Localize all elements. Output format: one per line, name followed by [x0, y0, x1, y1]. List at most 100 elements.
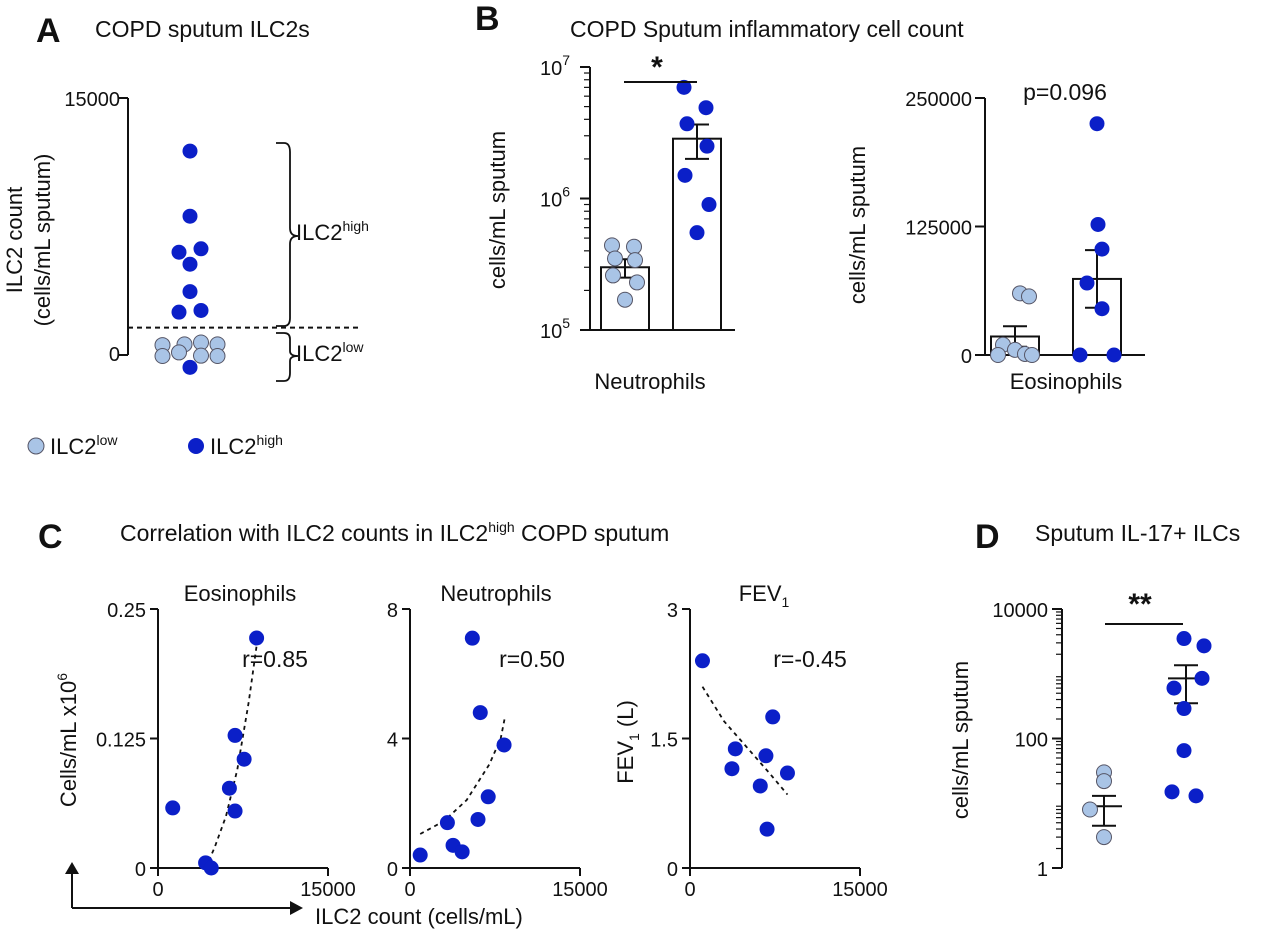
panel-b1-point [627, 252, 643, 269]
panel-d-point [1096, 829, 1112, 846]
panel-d-point [1196, 638, 1212, 654]
panel-b1-ytick-label: 106 [540, 184, 570, 212]
panel-b1-point [677, 167, 693, 183]
panel-c2-point [496, 737, 512, 753]
panel-c3-point [765, 709, 781, 725]
panel-c1-ytick-label: 0.125 [96, 730, 146, 752]
panel-b2-point [1072, 347, 1088, 363]
panel-c3-plot: 3 1.5 00 15000 r=-0.45 [650, 600, 888, 901]
panel-d-point [1194, 670, 1210, 686]
panel-c2-point [472, 705, 488, 721]
panel-d-point [1176, 631, 1192, 647]
panel-d-plot: 10000 100 1 [992, 600, 1212, 881]
panel-letter-c: C [38, 518, 63, 556]
panel-b1-ylabel: cells/mL sputum [485, 131, 510, 289]
panel-c3-ylabel: FEV1 (L) [613, 700, 642, 784]
panel-c2-plot: 8 4 00 15000 r=0.50 [387, 600, 608, 901]
panel-d-ytick-label: 10000 [992, 600, 1048, 622]
panel-c1-r-label: r=0.85 [242, 646, 308, 672]
panel-c2-point [439, 815, 455, 831]
panel-c2-point [464, 630, 480, 646]
panel-c1-xtick-label: 0 [152, 879, 163, 901]
panel-b2-xlabel: Eosinophils [1010, 369, 1123, 394]
panel-c2-point [480, 789, 496, 805]
panel-b2-point [1079, 275, 1095, 291]
panel-c2-title: Neutrophils [440, 581, 551, 606]
panel-c1-point [227, 727, 243, 743]
panel-c3-ytick-label: 3 [667, 600, 678, 622]
panel-b2-ytick-label: 250000 [905, 89, 972, 111]
panel-a-point [171, 304, 187, 320]
panel-b2-annotation: p=0.096 [1023, 79, 1107, 105]
panel-b1-point [679, 116, 695, 132]
panel-c2-xtick-label: 0 [404, 879, 415, 901]
panel-b1-point [607, 250, 623, 267]
panel-b1-point [699, 138, 715, 154]
panel-c2-ytick-label: 8 [387, 600, 398, 622]
panel-a-ytick-top: 15000 [64, 89, 120, 111]
panel-a-point [193, 347, 209, 364]
panel-a-point [154, 348, 171, 365]
panel-d-point [1188, 788, 1204, 804]
panel-c2-point [454, 844, 470, 860]
panel-d-ytick-label: 100 [1015, 730, 1048, 752]
panel-c3-point [779, 765, 795, 781]
panel-a-plot [118, 97, 360, 382]
panel-b2-point [990, 347, 1006, 363]
panel-b2-point [1090, 216, 1106, 232]
panel-d-ylabel: cells/mL sputum [948, 661, 973, 819]
panel-b2-point [1094, 301, 1110, 317]
panel-c3-title: FEV1 [739, 581, 790, 610]
panel-d-point [1164, 784, 1180, 800]
panel-a-point [182, 143, 198, 159]
bracket-label-high: ILC2high [296, 218, 369, 245]
panel-c1-ytick-label: 0 [135, 859, 146, 881]
panel-c1-ytick-label: 0.25 [107, 600, 146, 622]
legend-label-low: ILC2low [50, 432, 118, 459]
panel-b1-point [629, 274, 645, 291]
legend-label-high: ILC2high [210, 432, 283, 459]
panel-c1-ylabel: Cells/mL x106 [54, 673, 81, 807]
panel-c2-ytick-label: 4 [387, 730, 398, 752]
panel-letter-a: A [36, 12, 61, 50]
panel-c1-xtick-label: 15000 [300, 879, 356, 901]
panel-d-point [1096, 773, 1112, 790]
panel-c3-xtick-label: 15000 [832, 879, 888, 901]
panel-b1-point [617, 291, 633, 308]
panel-a-point [193, 302, 209, 318]
axis-arrowhead-up [65, 862, 79, 874]
panel-d-ytick-label: 1 [1037, 859, 1048, 881]
panel-c2-fit-line [419, 715, 507, 835]
axis-arrowhead-right [290, 901, 303, 915]
panel-c3-point [724, 761, 740, 777]
panel-b-title: COPD Sputum inflammatory cell count [570, 16, 964, 42]
panel-b1-point [626, 238, 642, 255]
panel-c2-r-label: r=0.50 [499, 646, 565, 672]
panel-a-point [182, 208, 198, 224]
panel-c1-point [249, 630, 265, 646]
panel-d-title: Sputum IL-17+ ILCs [1035, 520, 1240, 546]
panel-a-point [171, 344, 187, 361]
panel-c1-plot: 0.25 0.125 00 15000 r=0.85 [96, 600, 356, 901]
panel-a-ylabel-line1: ILC2 count [2, 187, 27, 293]
legend-marker-low [27, 437, 45, 455]
panel-d-point [1176, 701, 1192, 717]
panel-d-point [1166, 680, 1182, 696]
panel-c3-ytick-label: 1.5 [650, 730, 678, 752]
panel-b2-point [1094, 241, 1110, 257]
panel-c3-point [727, 741, 743, 757]
panel-b1-ytick-label: 105 [540, 315, 570, 343]
panel-letter-d: D [975, 518, 1000, 556]
panel-b2-ytick-label: 0 [961, 346, 972, 368]
panel-b1-point [605, 267, 621, 284]
panel-c1-point [165, 800, 181, 816]
panel-c3-ytick-label: 0 [667, 859, 678, 881]
panel-b1-significance: * [651, 51, 663, 84]
panel-a-ytick-zero: 0 [109, 344, 120, 366]
panel-c1-point [227, 803, 243, 819]
panel-c3-r-label: r=-0.45 [773, 646, 847, 672]
panel-a-title: COPD sputum ILC2s [95, 16, 310, 42]
panel-a-ylabel-line2: (cells/mL sputum) [30, 154, 55, 327]
panel-b1-point [701, 197, 717, 213]
